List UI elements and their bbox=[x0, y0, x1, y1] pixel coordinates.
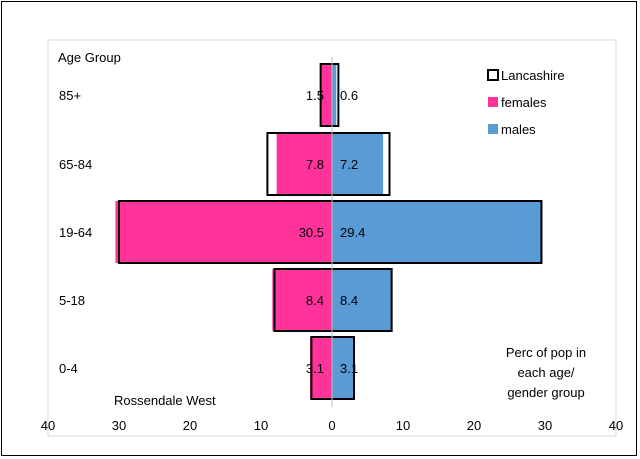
x-tick-label: 20 bbox=[183, 418, 197, 433]
plot-area-border bbox=[47, 39, 617, 437]
label-females-5-18: 8.4 bbox=[306, 293, 324, 308]
bars-layer bbox=[115, 64, 541, 399]
legend-label-females: females bbox=[501, 95, 547, 110]
legend-item-males: males bbox=[488, 122, 536, 137]
category-label-0-4: 0-4 bbox=[59, 361, 78, 376]
outline-lancashire-85plus bbox=[319, 63, 340, 127]
legend-swatch-lancashire bbox=[487, 69, 499, 81]
bar-males-19-64 bbox=[332, 201, 541, 263]
outline-lancashire-5-18 bbox=[273, 268, 393, 332]
x-tick-label: 30 bbox=[538, 418, 552, 433]
x-tick-label: 20 bbox=[467, 418, 481, 433]
label-males-19-64: 29.4 bbox=[340, 225, 365, 240]
x-tick-label: 10 bbox=[254, 418, 268, 433]
label-females-85plus: 1.5 bbox=[306, 88, 324, 103]
bar-females-19-64 bbox=[115, 201, 332, 263]
bar-males-5-18 bbox=[332, 269, 392, 331]
legend-swatch-females bbox=[488, 97, 498, 107]
category-label-19-64: 19-64 bbox=[59, 225, 92, 240]
label-females-65-84: 7.8 bbox=[306, 157, 324, 172]
bar-males-65-84 bbox=[332, 133, 384, 195]
bar-females-0-4 bbox=[309, 337, 332, 399]
note-text: Perc of pop in each age/ gender group bbox=[506, 345, 586, 400]
category-label-65-84: 65-84 bbox=[59, 157, 92, 172]
x-tick-label: 0 bbox=[328, 418, 335, 433]
bar-males-85plus bbox=[332, 64, 337, 126]
bar-females-85plus bbox=[321, 64, 332, 126]
outline-lancashire-0-4 bbox=[310, 336, 356, 400]
x-tick-label: 30 bbox=[112, 418, 126, 433]
legend: Lancashire females males bbox=[487, 68, 565, 137]
note-line-1: Perc of pop in bbox=[506, 345, 586, 360]
x-tick-label: 10 bbox=[396, 418, 410, 433]
label-females-0-4: 3.1 bbox=[306, 361, 324, 376]
lancashire-outline-layer bbox=[118, 63, 543, 400]
category-label-85plus: 85+ bbox=[59, 88, 81, 103]
note-line-3: gender group bbox=[507, 385, 584, 400]
outline-lancashire-19-64 bbox=[118, 200, 543, 264]
label-males-5-18: 8.4 bbox=[340, 293, 358, 308]
label-females-19-64: 30.5 bbox=[299, 225, 324, 240]
x-axis-tick-labels: 40 30 20 10 0 10 20 30 40 bbox=[41, 418, 623, 433]
value-labels: 1.5 0.6 7.8 7.2 30.5 29.4 8.4 8.4 3.1 3.1 bbox=[299, 88, 366, 376]
bar-females-65-84 bbox=[276, 133, 332, 195]
label-males-0-4: 3.1 bbox=[340, 361, 358, 376]
label-males-85plus: 0.6 bbox=[340, 88, 358, 103]
note-line-2: each age/ bbox=[517, 365, 574, 380]
legend-item-females: females bbox=[488, 95, 547, 110]
category-axis-title: Age Group bbox=[58, 50, 121, 65]
label-males-65-84: 7.2 bbox=[340, 157, 358, 172]
legend-label-males: males bbox=[501, 122, 536, 137]
outline-lancashire-65-84 bbox=[266, 132, 391, 196]
category-label-5-18: 5-18 bbox=[59, 293, 85, 308]
area-label: Rossendale West bbox=[114, 393, 216, 408]
x-tick-label: 40 bbox=[41, 418, 55, 433]
legend-item-lancashire: Lancashire bbox=[487, 68, 565, 83]
legend-swatch-males bbox=[488, 124, 498, 134]
bar-females-5-18 bbox=[272, 269, 332, 331]
bar-males-0-4 bbox=[332, 337, 355, 399]
legend-label-lancashire: Lancashire bbox=[501, 68, 565, 83]
category-labels: 85+ 65-84 19-64 5-18 0-4 bbox=[59, 88, 92, 376]
x-tick-label: 40 bbox=[609, 418, 623, 433]
